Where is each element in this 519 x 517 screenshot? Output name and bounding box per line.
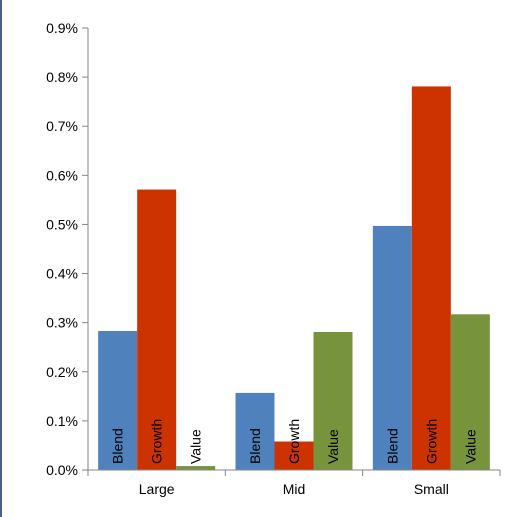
y-tick-label: 0.8%: [46, 69, 78, 85]
bar-label: Blend: [384, 428, 400, 464]
y-tick-label: 0.4%: [46, 266, 78, 282]
y-tick-label: 0.9%: [46, 20, 78, 36]
bar-label: Blend: [110, 428, 126, 464]
y-tick-label: 0.1%: [46, 413, 78, 429]
bar-label: Value: [462, 429, 478, 464]
bar-growth-small: [411, 86, 451, 470]
bar-blend-small: [372, 225, 412, 470]
x-category-label: Small: [414, 481, 449, 497]
y-tick-label: 0.7%: [46, 118, 78, 134]
axes: [87, 28, 501, 476]
bar-value-small: [450, 314, 490, 470]
bar-label: Value: [325, 429, 341, 464]
x-category-label: Mid: [283, 481, 306, 497]
y-tick-label: 0.6%: [46, 167, 78, 183]
bar-label: Growth: [149, 419, 165, 464]
bar-growth-large: [137, 189, 177, 470]
y-tick-label: 0.5%: [46, 216, 78, 232]
bar-blend-large: [98, 331, 138, 470]
bar-label: Growth: [423, 419, 439, 464]
x-axis-categories: Large Mid Small: [139, 481, 449, 497]
bar-blend-mid: [235, 392, 275, 470]
x-category-label: Large: [139, 481, 175, 497]
bar-label: Value: [188, 429, 204, 464]
bar-growth-mid: [274, 441, 314, 470]
bar-value-large: [176, 466, 216, 470]
y-tick-label: 0.0%: [46, 462, 78, 478]
y-tick-label: 0.3%: [46, 315, 78, 331]
bar-label: Growth: [286, 419, 302, 464]
y-tick-label: 0.2%: [46, 364, 78, 380]
bar-label: Blend: [247, 428, 263, 464]
bar-value-mid: [313, 331, 353, 470]
y-axis-ticks: 0.0% 0.1% 0.2% 0.3% 0.4% 0.5% 0.6% 0.7% 0.8% 0.9%: [46, 20, 88, 478]
bars: Blend Growth Value Blend Growth Value Blend Gro…: [98, 86, 490, 470]
